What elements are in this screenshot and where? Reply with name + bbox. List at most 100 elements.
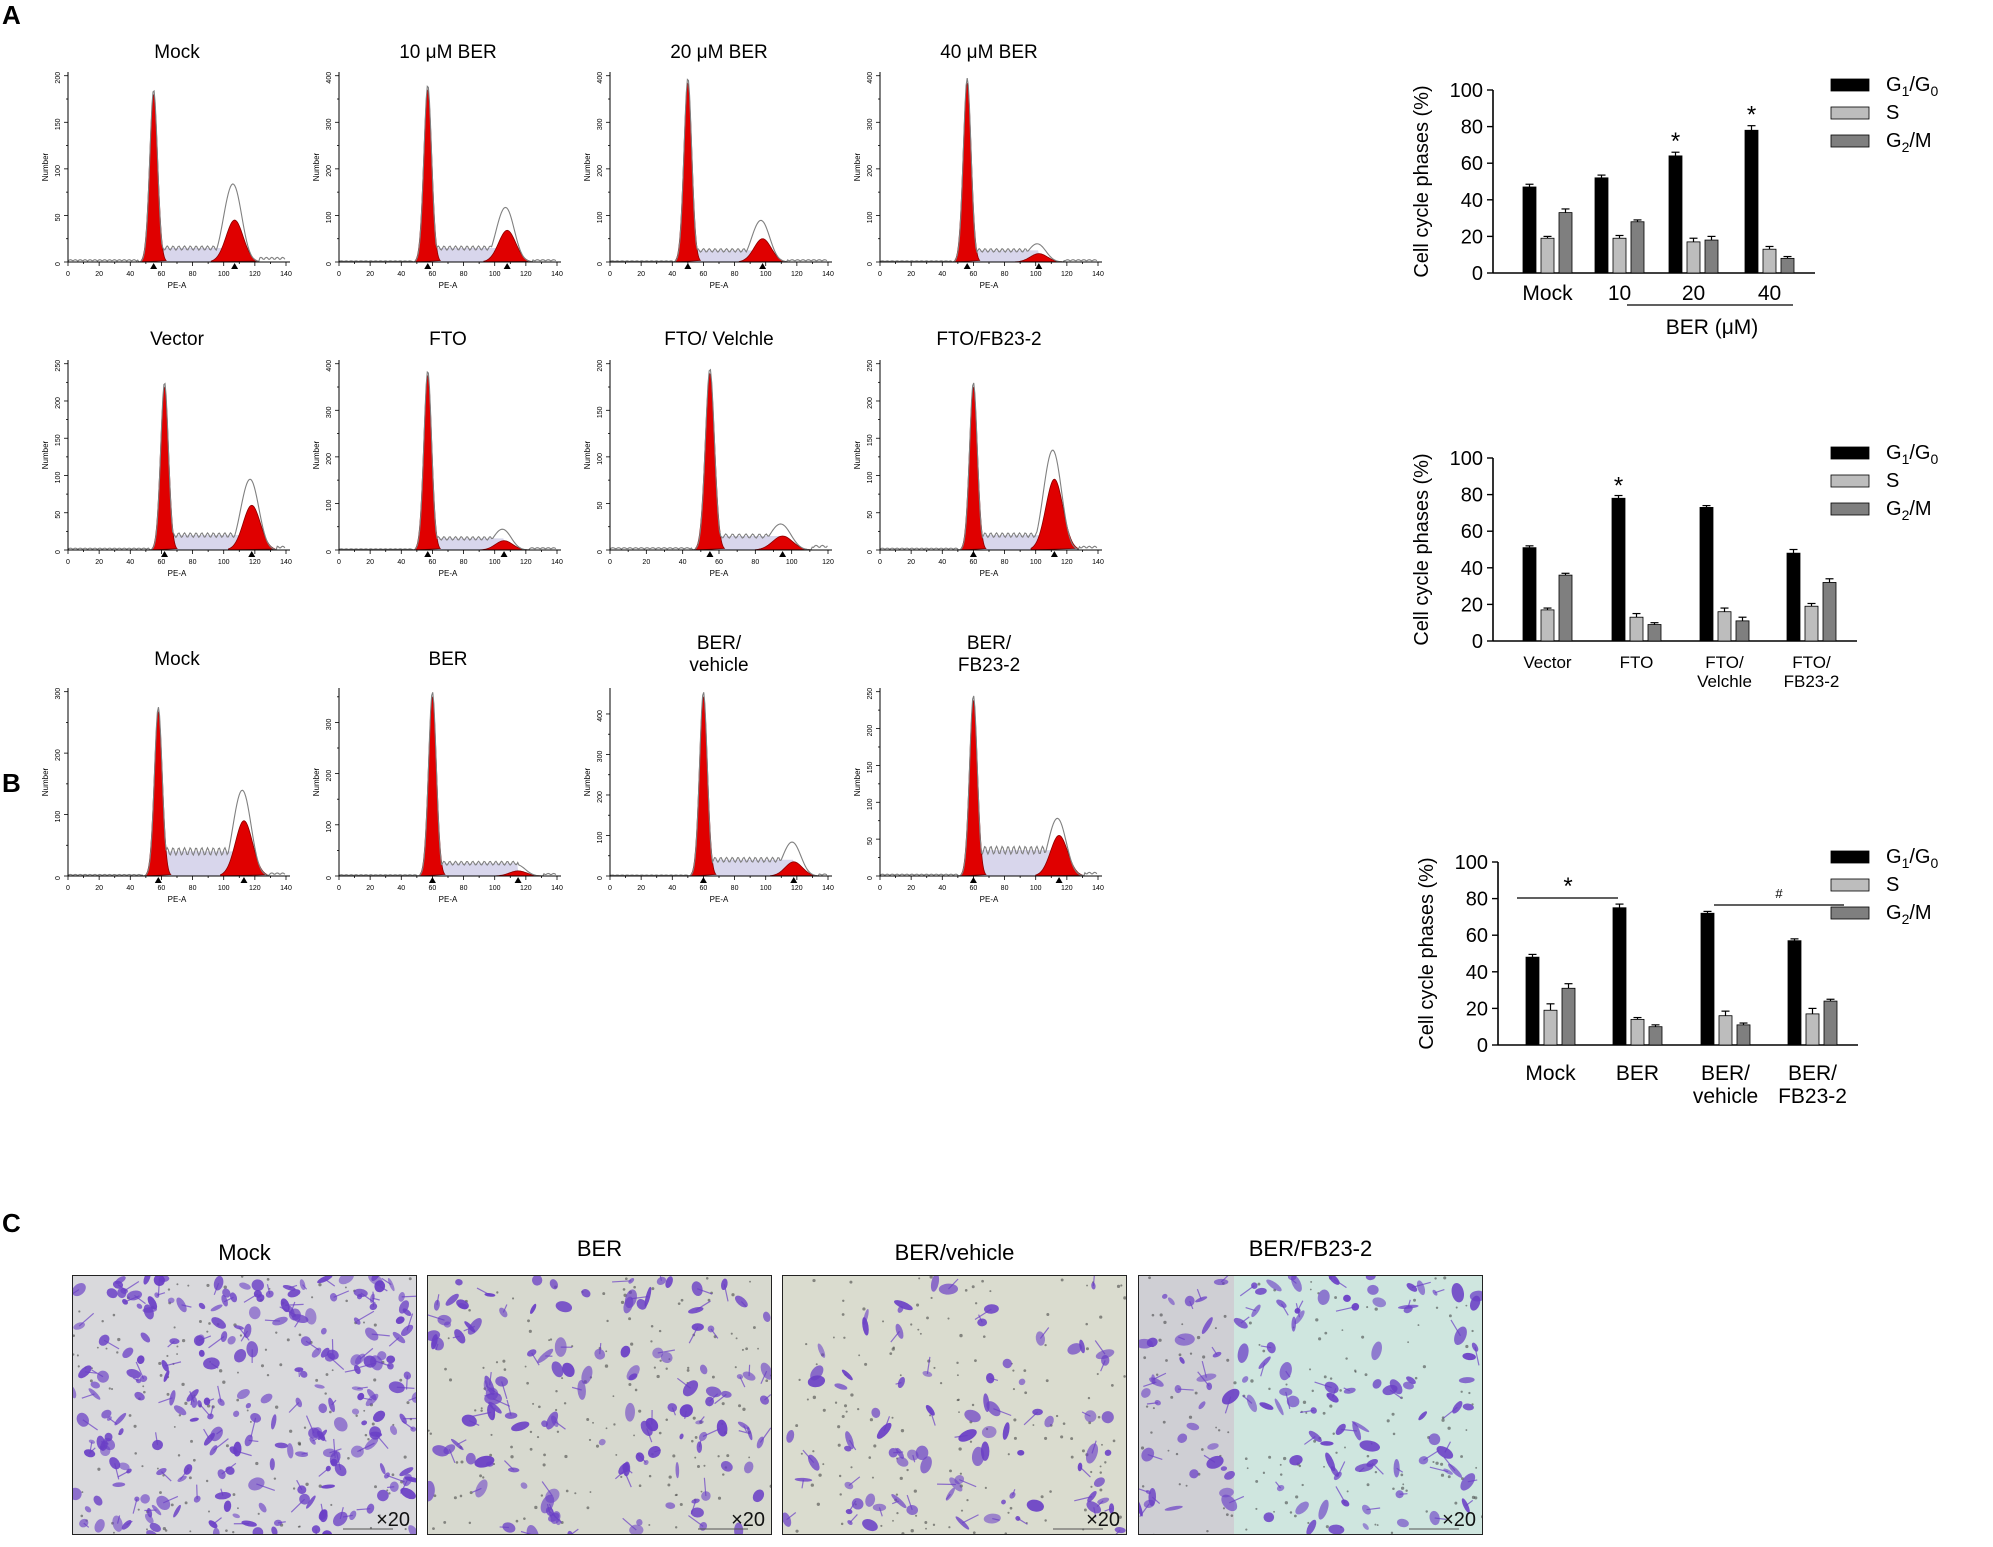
stained-cell	[1427, 1431, 1443, 1447]
membrane-pore	[564, 1402, 566, 1404]
membrane-pore	[738, 1404, 741, 1407]
y-tick-label: 40	[1466, 962, 1488, 984]
membrane-pore	[1323, 1466, 1325, 1468]
y-tick-label: 150	[55, 118, 62, 130]
cell-process	[402, 1296, 417, 1297]
stained-cell	[250, 1278, 265, 1293]
membrane-pore	[109, 1387, 111, 1389]
stained-cell	[299, 1279, 307, 1291]
y-tick-label: 100	[597, 211, 604, 223]
x-tick-label: 120	[249, 885, 261, 892]
stained-cell	[1001, 1357, 1014, 1370]
membrane-pore	[880, 1525, 882, 1527]
membrane-pore	[722, 1402, 725, 1405]
stained-cell	[1014, 1515, 1021, 1522]
y-tick-label: 200	[55, 749, 62, 761]
y-tick-label: 80	[1461, 117, 1483, 139]
membrane-pore	[1290, 1511, 1292, 1513]
stained-cell	[331, 1414, 350, 1434]
stained-cell	[74, 1411, 91, 1429]
y-tick-label: 0	[326, 262, 333, 266]
membrane-pore	[1448, 1475, 1451, 1478]
g1-peak	[146, 712, 171, 876]
membrane-pore	[742, 1408, 745, 1411]
membrane-pore	[651, 1287, 654, 1290]
stained-cell	[1320, 1441, 1333, 1446]
stained-cell	[1343, 1294, 1352, 1302]
cell-process	[749, 1365, 750, 1376]
cell-process	[124, 1282, 139, 1291]
x-tick-label: 40	[938, 885, 946, 892]
membrane-pore	[1010, 1507, 1013, 1510]
membrane-pore	[931, 1297, 933, 1299]
raw-histogram-outline	[339, 372, 556, 550]
membrane-pore	[1334, 1296, 1337, 1299]
membrane-pore	[858, 1354, 860, 1356]
membrane-pore	[443, 1521, 446, 1524]
stained-cell	[719, 1459, 735, 1474]
membrane-pore	[749, 1281, 751, 1283]
membrane-pore	[373, 1378, 376, 1381]
y-tick-label: 100	[326, 211, 333, 223]
y-tick-label: 150	[867, 761, 874, 773]
stained-cell	[707, 1325, 715, 1333]
y-tick-label: 200	[326, 770, 333, 782]
membrane-pore	[460, 1495, 463, 1498]
cell-process	[532, 1353, 539, 1365]
membrane-pore	[933, 1524, 935, 1526]
membrane-pore	[915, 1515, 917, 1517]
membrane-pore	[940, 1382, 942, 1384]
membrane-pore	[176, 1353, 178, 1355]
membrane-pore	[530, 1431, 532, 1433]
membrane-pore	[587, 1506, 590, 1509]
stained-cell	[87, 1387, 102, 1401]
x-tick-label: 80	[460, 559, 468, 566]
x-tick-label: 120	[791, 885, 803, 892]
g1-bar	[1787, 553, 1800, 641]
g1-peak	[141, 95, 166, 262]
membrane-pore	[233, 1493, 236, 1496]
membrane-pore	[654, 1367, 656, 1369]
membrane-pore	[1123, 1296, 1126, 1299]
membrane-pore	[1258, 1283, 1261, 1286]
g2m-bar	[1559, 213, 1572, 273]
membrane-pore	[1465, 1305, 1467, 1307]
x-category-label: FB23-2	[1778, 1085, 1847, 1108]
histogram-title: FTO/ Velchle	[664, 329, 773, 350]
magnification-label: ×20	[376, 1509, 410, 1532]
membrane-pore	[701, 1491, 703, 1493]
membrane-pore	[862, 1307, 865, 1310]
s-bar	[1631, 1019, 1644, 1045]
stained-cell	[1405, 1281, 1419, 1293]
membrane-pore	[1005, 1532, 1008, 1535]
membrane-pore	[615, 1454, 617, 1456]
x-tick-label: 60	[970, 271, 978, 278]
membrane-pore	[480, 1410, 482, 1412]
membrane-pore	[116, 1351, 118, 1353]
membrane-pore	[372, 1423, 375, 1426]
g2m-bar	[1781, 258, 1794, 273]
y-axis-label: Number	[312, 767, 321, 796]
membrane-pore	[896, 1512, 898, 1514]
membrane-pore	[157, 1468, 159, 1470]
membrane-pore	[900, 1374, 902, 1376]
membrane-pore	[167, 1393, 170, 1396]
x-tick-label: 20	[907, 885, 915, 892]
s-bar	[1805, 606, 1818, 641]
y-tick-label: 0	[326, 876, 333, 880]
membrane-pore	[846, 1411, 848, 1413]
membrane-pore	[490, 1434, 492, 1436]
membrane-pore	[1141, 1446, 1144, 1449]
peak-marker	[161, 551, 168, 557]
stained-cell	[297, 1485, 307, 1494]
membrane-pore	[837, 1425, 840, 1428]
membrane-pore	[669, 1475, 672, 1478]
x-tick-label: 40	[397, 885, 405, 892]
membrane-pore	[918, 1277, 920, 1279]
membrane-pore	[185, 1501, 188, 1504]
membrane-pore	[882, 1320, 884, 1322]
y-tick-label: 0	[597, 876, 604, 880]
membrane-pore	[960, 1473, 962, 1475]
membrane-pore	[818, 1473, 821, 1476]
stained-cell	[625, 1403, 635, 1422]
